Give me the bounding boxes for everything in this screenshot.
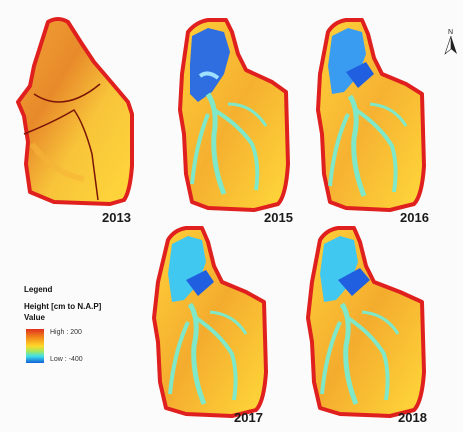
north-arrow-icon: N — [441, 26, 461, 56]
terrain-map-2016 — [316, 18, 426, 212]
map-panel-2015: 2015 — [168, 14, 298, 225]
year-label-2015: 2015 — [264, 210, 293, 225]
legend-layer-name: Height [cm to N.A.P] — [24, 302, 102, 311]
legend-value-label: Value — [24, 313, 45, 322]
legend-high-label: High : 200 — [50, 329, 82, 336]
map-legend: Legend Height [cm to N.A.P] Value High :… — [24, 285, 174, 375]
year-label-2017: 2017 — [234, 410, 263, 425]
north-label: N — [448, 29, 453, 36]
legend-color-ramp — [26, 329, 44, 363]
terrain-map-2013 — [16, 17, 134, 206]
year-label-2013: 2013 — [102, 210, 131, 225]
legend-title: Legend — [24, 285, 53, 294]
legend-low-label: Low : -400 — [50, 356, 83, 363]
map-panel-2017: 2017 — [140, 222, 280, 428]
year-label-2018: 2018 — [398, 410, 427, 425]
year-label-2016: 2016 — [400, 210, 429, 225]
map-panel-2013: 2013 — [14, 14, 144, 225]
map-panel-2018: 2018 — [296, 222, 446, 428]
terrain-map-2015 — [178, 18, 290, 212]
terrain-map-2017 — [152, 226, 268, 418]
terrain-map-2018 — [306, 226, 426, 418]
map-panel-2016: 2016 — [306, 14, 436, 225]
